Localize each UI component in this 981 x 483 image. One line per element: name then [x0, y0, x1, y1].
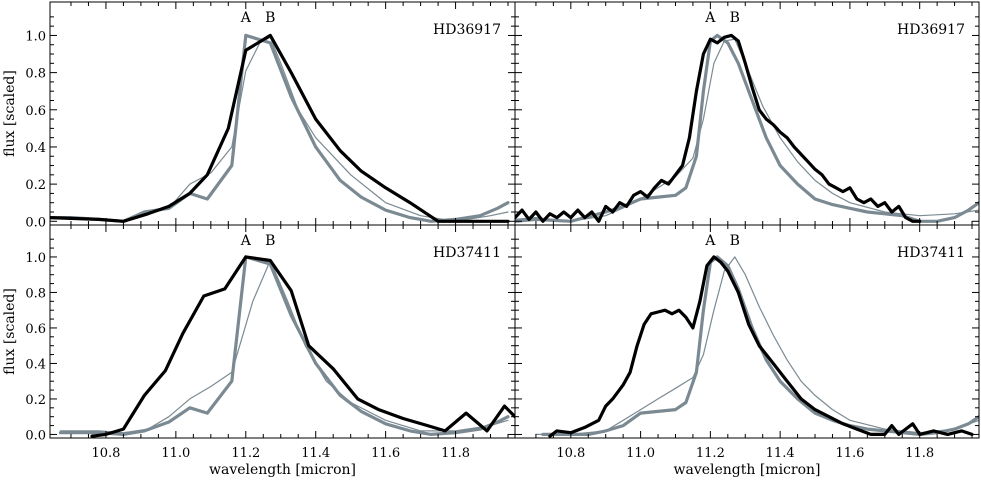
- peak-label-a: A: [704, 10, 716, 26]
- star-name-label: HD36917: [897, 22, 965, 38]
- y-tick-label: 0.8: [25, 286, 46, 301]
- x-tick-label: 11.8: [441, 446, 470, 461]
- axes-frame: [514, 224, 980, 439]
- star-name-label: HD36917: [433, 22, 501, 38]
- y-tick-label: 0.0: [25, 428, 46, 443]
- y-tick-label: 1.0: [25, 29, 46, 44]
- x-tick-label: 10.8: [556, 446, 585, 461]
- x-tick-label: 11.2: [696, 446, 725, 461]
- series-line-3: [548, 255, 974, 438]
- series-line-2: [50, 33, 510, 223]
- y-tick-label: 0.2: [25, 393, 46, 408]
- x-tick-label: 11.6: [835, 446, 864, 461]
- panel-top-left: 0.0 0.2 0.4 0.6 0.8 1.0 flux [scaled] A B HD36917: [2, 1, 516, 230]
- peak-label-b: B: [265, 233, 275, 249]
- series-line-1: [59, 259, 509, 434]
- x-tick-label: 11.6: [371, 446, 400, 461]
- y-tick-label: 1.0: [25, 251, 46, 266]
- x-tick-label: 11.0: [626, 446, 655, 461]
- y-tick-label: 0.2: [25, 178, 46, 193]
- y-axis-title: flux [scaled]: [2, 70, 18, 157]
- y-tick-label: 0.4: [25, 141, 46, 156]
- peak-label-b: B: [730, 10, 740, 26]
- series-line-3: [515, 33, 922, 223]
- peak-label-b: B: [730, 233, 740, 249]
- x-tick-label: 11.2: [231, 446, 260, 461]
- peak-label-a: A: [240, 10, 252, 26]
- peak-label-a: A: [704, 233, 716, 249]
- series-line-3: [90, 255, 515, 438]
- panel-bottom-left: 10.8 11.0 11.2 11.4 11.6 11.8 wavelength [micr…: [2, 224, 516, 478]
- peak-label-b: B: [265, 10, 275, 26]
- series-line-2: [58, 255, 510, 436]
- peak-label-a: A: [240, 233, 252, 249]
- y-tick-label: 0.6: [25, 322, 46, 337]
- series-line-1: [535, 256, 979, 435]
- y-tick-label: 0.4: [25, 357, 46, 372]
- y-tick-label: 0.6: [25, 104, 46, 119]
- x-tick-label: 10.8: [91, 446, 120, 461]
- x-axis-title: wavelength [micron]: [209, 462, 356, 478]
- x-tick-label: 11.4: [301, 446, 330, 461]
- panel-bottom-right: 10.8 11.0 11.2 11.4 11.6 11.8 wavelength [micr…: [514, 224, 980, 478]
- x-axis-title: wavelength [micron]: [673, 462, 820, 478]
- star-name-label: HD37411: [433, 245, 501, 261]
- series-line-3: [50, 33, 510, 223]
- x-tick-label: 11.0: [161, 446, 190, 461]
- y-tick-label: 0.8: [25, 67, 46, 82]
- panel-top-right: A B HD36917: [514, 1, 980, 226]
- x-tick-label: 11.8: [905, 446, 934, 461]
- star-name-label: HD37411: [897, 245, 965, 261]
- y-tick-label: 0.0: [25, 215, 46, 230]
- y-axis-title: flux [scaled]: [2, 288, 18, 375]
- x-tick-label: 11.4: [766, 446, 795, 461]
- series-line-2: [515, 33, 979, 223]
